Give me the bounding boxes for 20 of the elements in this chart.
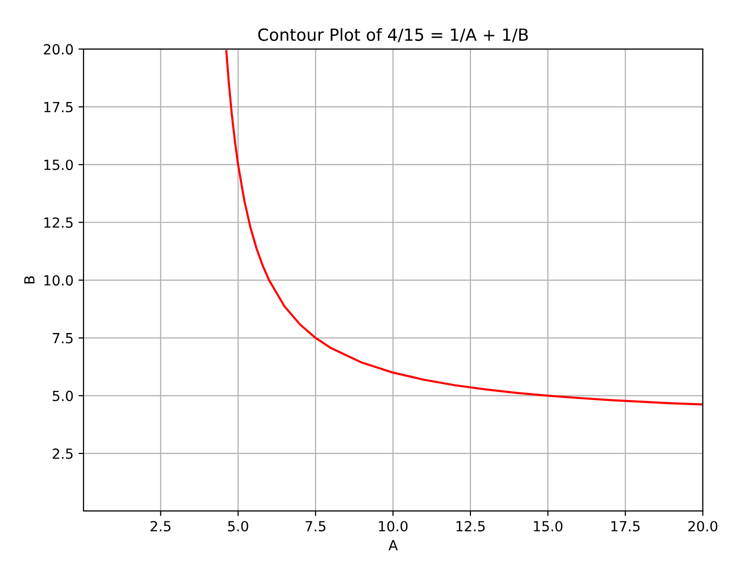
x-tick-label: 15.0	[534, 520, 562, 532]
y-tick-label: 15.0	[44, 160, 73, 170]
x-tick-label: 20.0	[688, 520, 718, 532]
y-tick-label: 20.0	[44, 44, 73, 55]
y-axis-title: B	[24, 276, 34, 284]
chart-title: Contour Plot of 4/15 = 1/A + 1/B	[258, 28, 528, 42]
y-tick-label: 5.0	[52, 390, 73, 402]
x-tick-label: 12.5	[456, 520, 485, 532]
line-series	[225, 50, 703, 406]
y-tick-label: 17.5	[44, 102, 73, 112]
x-tick-label: 10.0	[379, 520, 408, 532]
y-tick-label: 2.5	[52, 448, 73, 459]
y-tick-label: 12.5	[44, 217, 73, 228]
x-tick-label: 5.0	[228, 520, 248, 532]
x-tick-label: 7.5	[306, 521, 326, 532]
x-axis-title: A	[388, 540, 398, 550]
x-tick-label: 17.5	[611, 521, 640, 532]
y-tick-label: 7.5	[52, 333, 73, 344]
y-tick-label: 10.0	[44, 275, 73, 286]
x-tick-label: 2.5	[150, 520, 170, 532]
